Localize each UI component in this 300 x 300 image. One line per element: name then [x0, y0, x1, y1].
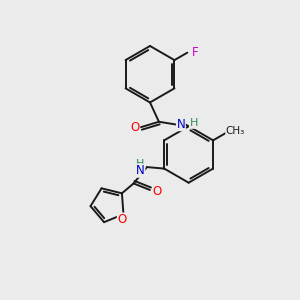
Text: CH₃: CH₃: [226, 126, 245, 136]
Text: F: F: [191, 46, 198, 59]
Text: O: O: [117, 213, 127, 226]
Text: O: O: [153, 185, 162, 198]
Text: N: N: [176, 118, 185, 130]
Text: H: H: [190, 118, 198, 128]
Text: O: O: [130, 121, 139, 134]
Text: H: H: [136, 158, 145, 169]
Text: N: N: [136, 164, 145, 177]
